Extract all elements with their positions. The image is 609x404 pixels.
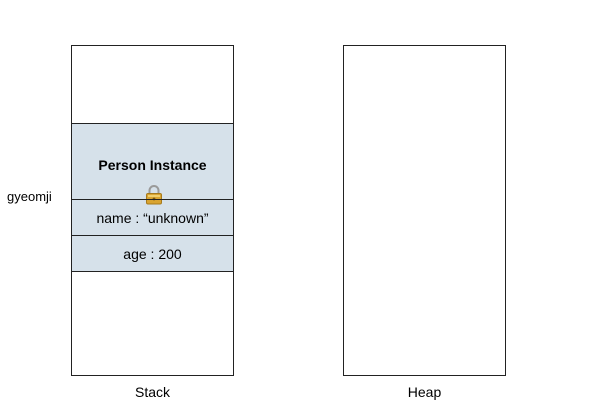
instance-title: Person Instance (98, 157, 207, 173)
person-instance: Person Instance name : “unknown” age : 2… (72, 123, 233, 272)
variable-label: gyeomji (7, 189, 52, 204)
lock-icon (146, 185, 162, 205)
heap-box (343, 45, 506, 376)
heap-label: Heap (407, 384, 442, 400)
field-age: age : 200 (72, 235, 233, 272)
stack-box: Person Instance name : “unknown” age : 2… (71, 45, 234, 376)
stack-label: Stack (134, 384, 170, 400)
field-name: name : “unknown” (72, 199, 233, 236)
